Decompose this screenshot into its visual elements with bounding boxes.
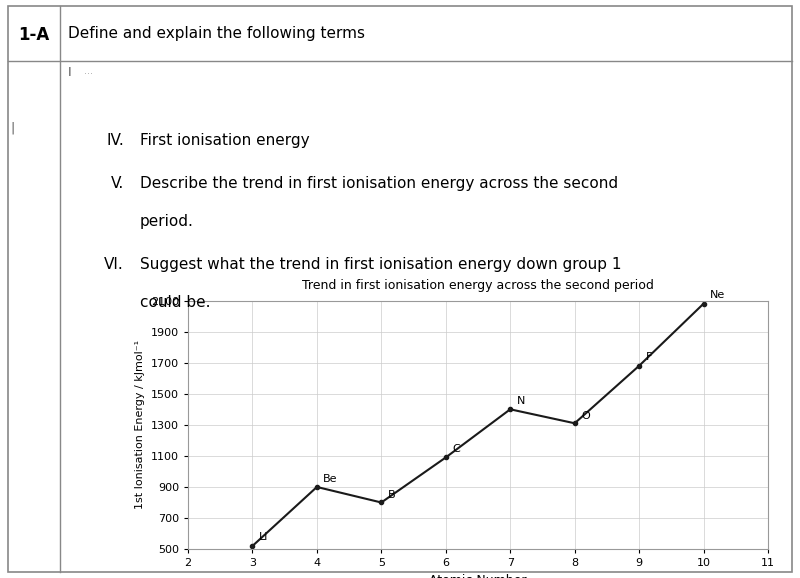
Text: I: I	[68, 66, 72, 79]
Text: Be: Be	[323, 474, 338, 484]
Text: V.: V.	[110, 176, 124, 191]
Text: Suggest what the trend in first ionisation energy down group 1: Suggest what the trend in first ionisati…	[140, 257, 622, 272]
Text: Ne: Ne	[710, 290, 726, 300]
Text: |: |	[10, 121, 14, 134]
Text: could be.: could be.	[140, 295, 210, 310]
Text: IV.: IV.	[106, 133, 124, 148]
Text: First ionisation energy: First ionisation energy	[140, 133, 310, 148]
Text: VI.: VI.	[104, 257, 124, 272]
Text: N: N	[517, 396, 525, 406]
Text: Li: Li	[259, 532, 268, 542]
Text: C: C	[452, 444, 460, 454]
Text: Describe the trend in first ionisation energy across the second: Describe the trend in first ionisation e…	[140, 176, 618, 191]
Y-axis label: 1st Ionisation Energy / kJmol⁻¹: 1st Ionisation Energy / kJmol⁻¹	[135, 340, 146, 509]
Text: O: O	[581, 411, 590, 421]
Text: B: B	[388, 490, 395, 500]
Text: ...: ...	[84, 66, 93, 76]
Text: Define and explain the following terms: Define and explain the following terms	[68, 26, 365, 41]
Text: F: F	[646, 352, 652, 362]
Title: Trend in first ionisation energy across the second period: Trend in first ionisation energy across …	[302, 279, 654, 292]
Text: period.: period.	[140, 214, 194, 229]
Text: 1-A: 1-A	[18, 26, 50, 44]
X-axis label: Atomic Number: Atomic Number	[430, 574, 526, 578]
